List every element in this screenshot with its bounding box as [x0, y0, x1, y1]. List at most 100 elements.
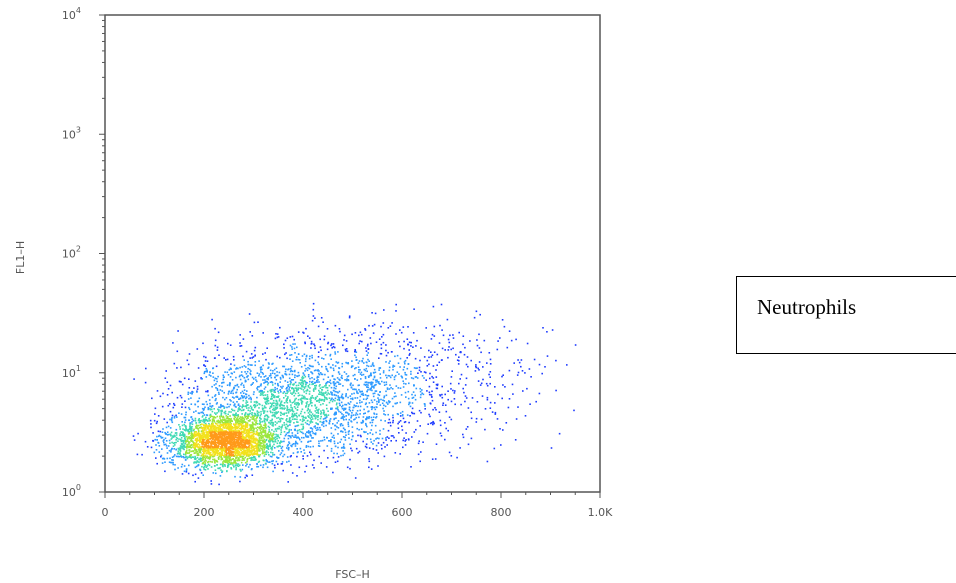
- data-point: [197, 428, 200, 430]
- data-point: [270, 406, 273, 408]
- data-point: [199, 421, 202, 424]
- data-point: [254, 376, 257, 379]
- data-point: [232, 453, 234, 455]
- data-point: [378, 437, 380, 440]
- data-point: [228, 383, 231, 386]
- data-point: [317, 412, 320, 414]
- data-point: [222, 426, 224, 429]
- data-point: [239, 405, 241, 407]
- data-point: [242, 425, 245, 428]
- data-point: [285, 428, 288, 430]
- data-point: [368, 376, 370, 378]
- data-point: [189, 446, 192, 449]
- data-point: [165, 433, 168, 435]
- data-point: [220, 456, 222, 459]
- data-point: [168, 433, 170, 436]
- data-point: [371, 408, 373, 411]
- data-point: [267, 432, 269, 435]
- data-point: [173, 455, 175, 458]
- data-point: [263, 391, 265, 393]
- data-point: [207, 408, 210, 411]
- data-point: [335, 361, 338, 363]
- data-point: [367, 384, 369, 386]
- data-point: [304, 396, 306, 399]
- data-point: [337, 351, 339, 353]
- data-point: [248, 313, 251, 315]
- data-point: [217, 419, 220, 422]
- data-point: [154, 438, 156, 441]
- data-point: [242, 405, 245, 408]
- data-point: [235, 432, 238, 434]
- data-point: [322, 393, 325, 396]
- data-point: [327, 376, 330, 378]
- data-point: [182, 445, 184, 448]
- data-point: [310, 453, 312, 456]
- data-point: [359, 409, 361, 412]
- data-point: [290, 365, 293, 368]
- data-point: [344, 439, 347, 441]
- data-point: [254, 406, 256, 409]
- data-point: [209, 408, 212, 411]
- data-point: [312, 437, 314, 439]
- data-point: [291, 432, 294, 434]
- data-point: [493, 447, 496, 450]
- data-point: [377, 382, 380, 384]
- data-point: [436, 353, 439, 356]
- data-point: [194, 439, 197, 442]
- data-point: [196, 391, 198, 393]
- data-point: [236, 388, 238, 391]
- data-point: [299, 430, 302, 433]
- data-point: [281, 387, 283, 389]
- data-point: [361, 374, 363, 376]
- data-point: [333, 393, 336, 396]
- data-point: [272, 423, 274, 426]
- data-point: [307, 385, 310, 387]
- data-point: [161, 462, 164, 464]
- data-point: [203, 465, 206, 468]
- data-point: [275, 402, 277, 405]
- data-point: [383, 396, 385, 399]
- data-point: [432, 377, 435, 379]
- data-point: [256, 451, 259, 453]
- data-point: [511, 383, 514, 386]
- data-point: [248, 446, 250, 448]
- data-point: [373, 406, 375, 409]
- data-point: [256, 401, 259, 404]
- data-point: [190, 429, 192, 431]
- data-point: [368, 460, 371, 463]
- data-point: [205, 356, 207, 359]
- data-point: [477, 380, 480, 382]
- data-point: [238, 451, 241, 453]
- data-point: [410, 373, 412, 375]
- data-point: [216, 441, 218, 444]
- data-point: [209, 451, 212, 454]
- data-point: [240, 424, 242, 426]
- data-point: [188, 419, 190, 421]
- data-point: [435, 383, 438, 386]
- data-point: [391, 351, 393, 353]
- data-point: [441, 347, 444, 350]
- data-point: [236, 419, 238, 421]
- data-point: [285, 400, 288, 403]
- data-point: [257, 432, 260, 434]
- data-point: [237, 421, 239, 424]
- data-point: [344, 379, 346, 381]
- data-point: [246, 439, 249, 442]
- data-point: [399, 345, 401, 348]
- data-point: [411, 402, 414, 404]
- data-point: [256, 434, 259, 436]
- data-point: [448, 451, 451, 454]
- data-point: [188, 455, 191, 457]
- data-point: [316, 379, 318, 382]
- data-point: [241, 436, 244, 439]
- data-point: [336, 452, 338, 455]
- data-point: [215, 459, 217, 462]
- data-point: [203, 426, 206, 429]
- data-point: [250, 456, 253, 459]
- data-point: [250, 445, 253, 448]
- data-point: [348, 315, 351, 317]
- data-point: [339, 330, 341, 333]
- data-point: [255, 422, 258, 425]
- data-point: [271, 448, 273, 451]
- data-point: [270, 447, 272, 450]
